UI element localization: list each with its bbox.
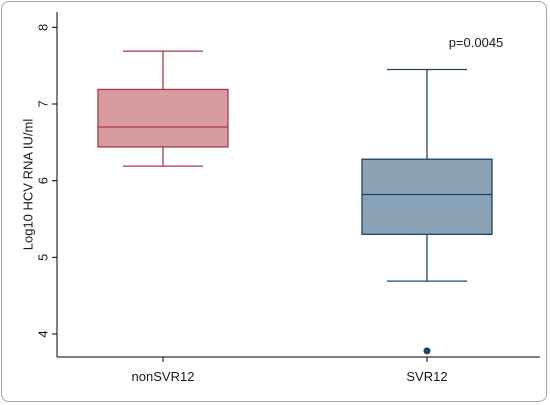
y-axis-label: Log10 HCV RNA IU/ml (20, 119, 35, 251)
box-SVR12 (361, 68, 493, 355)
box-nonSVR12 (97, 50, 229, 167)
y-tick-label: 4 (35, 330, 50, 337)
p-value-annotation: p=0.0045 (449, 35, 504, 50)
x-tick-label-SVR12: SVR12 (406, 369, 447, 384)
y-tick-label: 5 (35, 254, 50, 261)
box-series (97, 50, 493, 355)
iqr-box (97, 88, 229, 148)
plot-area: 4 5 6 7 8 nonSVR12 SVR12 (35, 12, 540, 384)
y-tick-label: 7 (35, 100, 50, 107)
x-axis-ticks: nonSVR12 SVR12 (132, 357, 448, 384)
x-tick-label-nonSVR12: nonSVR12 (132, 369, 195, 384)
y-tick-label: 6 (35, 177, 50, 184)
iqr-box (361, 158, 493, 235)
y-tick-label: 8 (35, 24, 50, 31)
outlier-point (423, 347, 431, 355)
y-axis-ticks: 4 5 6 7 8 (35, 24, 57, 338)
